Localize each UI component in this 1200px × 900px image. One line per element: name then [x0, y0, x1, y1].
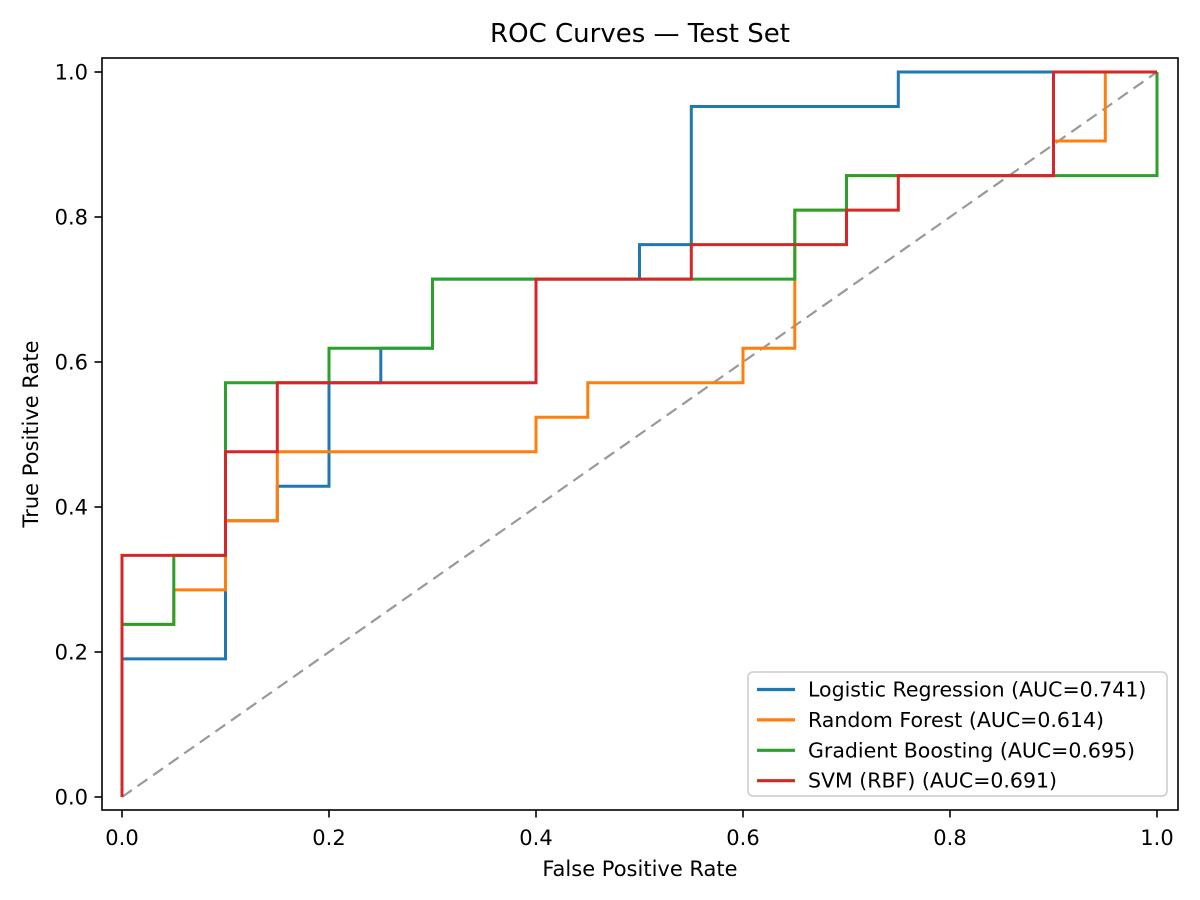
reference-line-layer	[121, 71, 1158, 798]
plot-spines	[101, 57, 1179, 811]
legend-label-random-forest: Random Forest (AUC=0.614)	[808, 708, 1104, 732]
y-tick-label-2: 0.4	[55, 496, 88, 520]
legend-box	[747, 671, 1168, 797]
y-tick-label-1: 0.2	[55, 641, 88, 665]
x-tick-label-1: 0.2	[312, 826, 345, 850]
legend-label-logistic-regression: Logistic Regression (AUC=0.741)	[808, 678, 1146, 702]
y-axis-label: True Positive Rate	[19, 340, 43, 528]
roc-curve-svm-rbf	[120, 70, 1157, 797]
x-tick-label-5: 1.0	[1140, 826, 1173, 850]
curves-layer	[120, 70, 1159, 797]
x-tick-label-0: 0.0	[105, 826, 138, 850]
x-axis-label: False Positive Rate	[542, 857, 737, 881]
chance-diagonal	[121, 71, 1158, 798]
x-tick-label-4: 0.8	[933, 826, 966, 850]
x-tick-label-3: 0.6	[726, 826, 759, 850]
legend-label-gradient-boosting: Gradient Boosting (AUC=0.695)	[808, 738, 1135, 762]
y-tick-label-3: 0.6	[55, 351, 88, 375]
x-tick-label-2: 0.4	[519, 826, 552, 850]
y-tick-label-4: 0.8	[55, 206, 88, 230]
y-tick-label-5: 1.0	[55, 61, 88, 85]
legend: Logistic Regression (AUC=0.741) Random Fo…	[747, 671, 1168, 797]
axes-layer: 0.0 0.2 0.4 0.6 0.8 1.0 0.0 0.2 0.4 0.6 0.8 1.0	[55, 57, 1179, 850]
y-tick-label-0: 0.0	[55, 786, 88, 810]
chart-title: ROC Curves — Test Set	[490, 19, 790, 49]
roc-curve-gradient-boosting	[120, 72, 1159, 797]
legend-label-svm-rbf: SVM (RBF) (AUC=0.691)	[808, 769, 1057, 793]
